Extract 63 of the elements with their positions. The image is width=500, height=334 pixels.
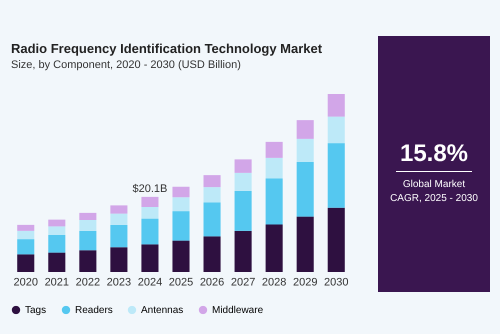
bar [110, 205, 128, 214]
x-tick-label: 2020 [14, 276, 38, 288]
bar [141, 207, 158, 219]
bar [234, 159, 252, 173]
bar [48, 220, 66, 226]
legend-label: Antennas [141, 305, 184, 316]
bar [48, 252, 66, 272]
bar [328, 94, 345, 117]
bar [296, 216, 314, 272]
bar [110, 214, 128, 225]
bar [172, 240, 190, 272]
x-tick-label: 2027 [230, 276, 256, 288]
x-tick-label: 2029 [292, 276, 318, 288]
bar [172, 197, 190, 212]
annotation: $20.1B [132, 182, 168, 195]
bar [328, 143, 345, 208]
bar [172, 186, 190, 198]
bar [17, 254, 34, 272]
bar [266, 142, 283, 158]
bar [48, 226, 66, 235]
bar [266, 224, 283, 272]
bar [79, 230, 96, 250]
bar [141, 218, 158, 244]
bar [328, 208, 345, 272]
x-tick-label: 2024 [138, 276, 162, 288]
x-tick-label: 2021 [44, 276, 70, 288]
bar [328, 116, 345, 144]
bar [17, 230, 34, 240]
bar [296, 162, 314, 217]
legend-label: Middleware [212, 305, 264, 316]
bar [296, 120, 314, 139]
bar [110, 247, 128, 272]
bar [204, 175, 221, 188]
bar [172, 211, 190, 241]
bar [141, 244, 158, 272]
bar [266, 158, 283, 179]
legend-label: Tags [25, 305, 46, 316]
x-tick-label: 2023 [106, 276, 132, 288]
bar [17, 239, 34, 254]
bar [79, 250, 96, 272]
x-tick-label: 2028 [262, 276, 286, 288]
x-tick-label: 2030 [324, 276, 348, 288]
bar [204, 236, 221, 272]
bar [204, 202, 221, 236]
bar [17, 224, 34, 231]
x-tick-label: 2025 [168, 276, 194, 288]
bar [234, 190, 252, 231]
x-tick-label: 2026 [200, 276, 224, 288]
bar [79, 220, 96, 231]
x-tick-label: 2022 [76, 276, 100, 288]
bar [296, 138, 314, 162]
bar [234, 230, 252, 272]
chart-subtitle: Size, by Component, 2020 - 2030 (USD Billion) [11, 59, 241, 71]
bar [204, 187, 221, 202]
bar [110, 224, 128, 248]
bar [234, 172, 252, 191]
card-panel: 15.8% Global Market CAGR, 2025 - 2030 [378, 36, 490, 292]
bar [141, 196, 158, 208]
legend-label: Readers [75, 305, 113, 316]
chart-title: Radio Frequency Identification Technology Market [11, 41, 323, 56]
bar [266, 178, 283, 224]
bar [48, 234, 66, 253]
bar [79, 212, 96, 220]
